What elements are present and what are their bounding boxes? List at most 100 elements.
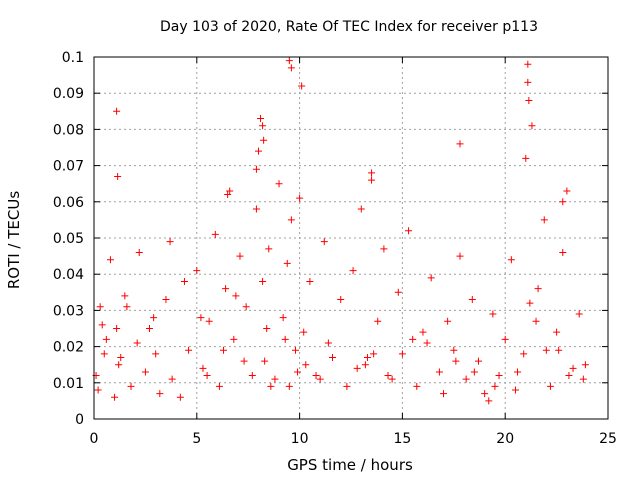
data-point: [220, 346, 228, 354]
data-point: [300, 328, 308, 336]
data-point: [368, 176, 376, 184]
data-point: [409, 335, 417, 343]
y-tick-label: 0.05: [53, 231, 84, 247]
y-tick-label: 0.04: [53, 267, 84, 283]
data-point: [193, 267, 201, 275]
data-point: [524, 60, 532, 68]
data-point: [281, 335, 289, 343]
data-points: [92, 57, 589, 405]
data-point: [296, 194, 304, 202]
data-point: [569, 364, 577, 372]
data-point: [337, 296, 345, 304]
data-point: [427, 274, 435, 282]
data-point: [215, 382, 223, 390]
y-tick-label: 0.03: [53, 303, 84, 319]
data-point: [294, 368, 302, 376]
data-point: [524, 78, 532, 86]
data-point: [462, 375, 470, 383]
data-point: [440, 390, 448, 398]
data-point: [166, 238, 174, 246]
x-tick-label: 5: [192, 431, 201, 447]
data-point: [328, 353, 336, 361]
y-tick-label: 0.01: [53, 376, 84, 392]
data-point: [199, 364, 207, 372]
data-point: [180, 277, 188, 285]
data-point: [384, 372, 392, 380]
data-point: [579, 375, 587, 383]
y-tick-label: 0.1: [62, 50, 84, 66]
data-point: [259, 277, 267, 285]
data-point: [111, 393, 119, 401]
data-point: [127, 382, 135, 390]
data-point: [141, 368, 149, 376]
data-point: [522, 154, 530, 162]
data-point: [343, 382, 351, 390]
data-point: [236, 252, 244, 260]
data-point: [205, 317, 213, 325]
x-tick-label: 10: [291, 431, 309, 447]
data-point: [370, 350, 378, 358]
data-point: [115, 361, 123, 369]
data-point: [481, 390, 489, 398]
data-point: [419, 328, 427, 336]
data-point: [123, 303, 131, 311]
data-point: [525, 96, 533, 104]
data-point: [546, 382, 554, 390]
data-point: [224, 191, 232, 199]
data-point: [291, 346, 299, 354]
data-point: [242, 303, 250, 311]
data-point: [528, 122, 536, 130]
data-point: [302, 361, 310, 369]
y-tick-label: 0.02: [53, 340, 84, 356]
data-point: [501, 335, 509, 343]
data-point: [211, 230, 219, 238]
data-point: [324, 339, 332, 347]
data-point: [226, 187, 234, 195]
data-point: [259, 122, 267, 130]
data-point: [495, 372, 503, 380]
data-point: [114, 172, 122, 180]
data-point: [94, 386, 102, 394]
data-point: [283, 259, 291, 267]
data-point: [361, 361, 369, 369]
x-tick-label: 0: [90, 431, 99, 447]
data-point: [230, 335, 238, 343]
data-point: [96, 303, 104, 311]
y-tick-label: 0.08: [53, 122, 84, 138]
data-point: [197, 314, 205, 322]
data-point: [520, 350, 528, 358]
data-point: [388, 375, 396, 383]
data-point: [555, 346, 563, 354]
data-point: [113, 325, 121, 332]
data-point: [542, 346, 550, 354]
data-point: [260, 136, 268, 144]
axis-ticks: 0 0.01 0.02 0.03 0.04 0.05 0.06 0.07 0.08 0.09 0.1…: [53, 50, 617, 447]
data-point: [98, 321, 106, 329]
x-tick-label: 15: [393, 431, 411, 447]
data-point: [581, 361, 589, 369]
data-point: [450, 346, 458, 354]
data-point: [526, 299, 534, 307]
data-point: [456, 140, 464, 148]
data-point: [156, 390, 164, 398]
data-point: [254, 147, 262, 155]
data-point: [285, 382, 293, 390]
y-tick-label: 0.07: [53, 159, 84, 175]
data-point: [133, 339, 141, 347]
data-point: [368, 169, 376, 177]
data-point: [113, 107, 121, 115]
data-point: [470, 368, 478, 376]
data-point: [380, 245, 388, 253]
data-point: [511, 386, 519, 394]
data-point: [146, 325, 154, 332]
data-point: [248, 372, 256, 380]
data-point: [261, 357, 269, 365]
data-point: [374, 317, 382, 325]
data-point: [363, 353, 371, 361]
data-point: [485, 397, 493, 405]
data-point: [265, 245, 273, 253]
data-point: [575, 310, 583, 318]
data-point: [444, 317, 452, 325]
data-point: [507, 256, 515, 264]
